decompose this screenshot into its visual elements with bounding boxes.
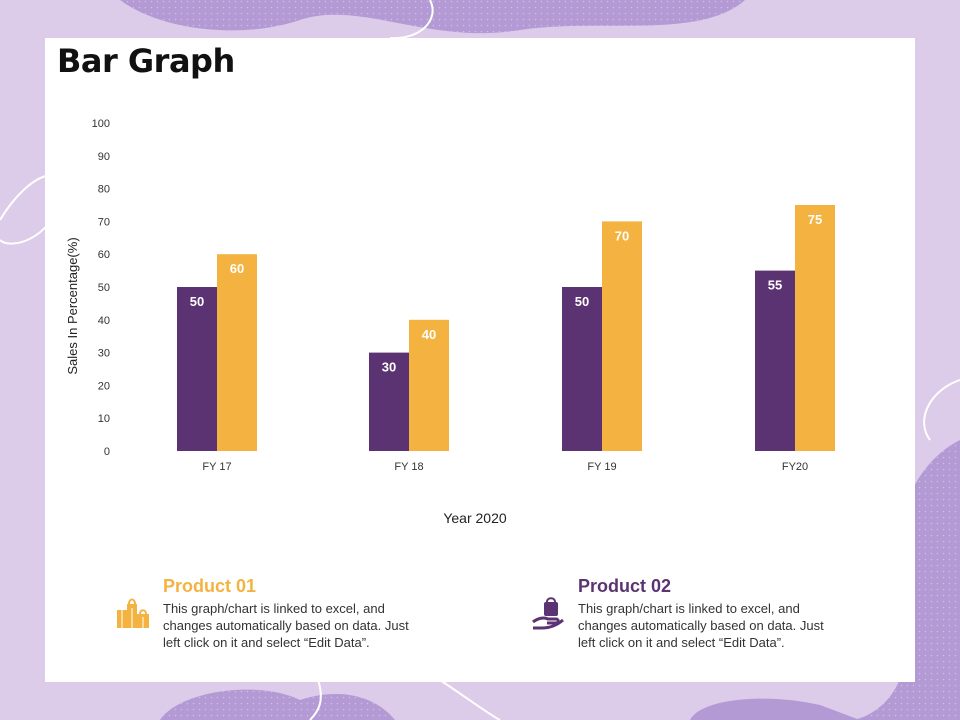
bar-data-label: 50 [190,294,204,309]
legend-title-product-02: Product 02 [578,576,672,596]
y-tick-label: 20 [98,380,110,392]
bar-data-label: 75 [808,212,822,227]
x-tick-label: FY 17 [202,461,231,473]
y-tick-label: 70 [98,216,110,228]
bar-data-label: 40 [422,327,436,342]
legend-title-product-01: Product 01 [163,576,257,596]
bar-product-02-3 [795,205,835,451]
bar-product-02-1 [409,319,449,451]
y-tick-label: 10 [98,413,110,425]
x-tick-label: FY 18 [394,461,423,473]
x-tick-label: FY 19 [587,461,616,473]
y-tick-label: 60 [98,249,110,261]
bar-data-label: 60 [230,261,244,276]
slide-card: Bar Graph 0 10 20 30 40 50 60 70 80 90 100 50 30 50 5… [45,38,915,682]
x-axis-label: Year 2020 [443,510,507,526]
bar-product-01-0 [177,287,217,451]
shopping-bags-icon [117,598,149,628]
y-axis-label: Sales In Percentage(%) [65,237,80,374]
hand-holding-bag-icon [532,597,564,630]
legend-text-product-01: This graph/chart is linked to excel, and… [163,601,409,650]
y-tick-label: 40 [98,315,110,327]
bar-product-02-0 [217,254,257,451]
bar-product-02-2 [602,221,642,451]
y-tick-label: 100 [92,118,110,130]
x-tick-label: FY20 [782,461,808,473]
bar-product-01-2 [562,287,602,451]
bar-data-label: 55 [768,278,782,293]
legend-text-product-02: This graph/chart is linked to excel, and… [578,601,824,650]
bar-product-01-1 [369,352,409,451]
background-blob-bottom-right [690,698,860,720]
page-title: Bar Graph [57,42,235,80]
bar-data-label: 50 [575,294,589,309]
bar-data-label: 30 [382,360,396,375]
bar-product-01-3 [755,270,795,451]
bar-data-label: 70 [615,228,629,243]
y-tick-label: 50 [98,282,110,294]
y-tick-label: 0 [104,446,110,458]
y-tick-label: 30 [98,348,110,360]
y-tick-label: 90 [98,151,110,163]
y-tick-label: 80 [98,184,110,196]
